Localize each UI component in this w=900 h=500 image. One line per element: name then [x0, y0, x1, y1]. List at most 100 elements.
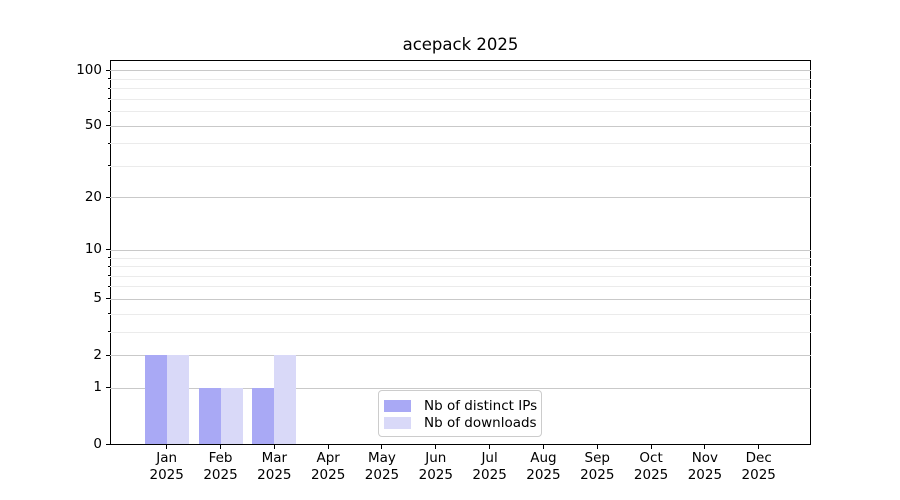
x-tick-label: Apr 2025 [298, 450, 358, 484]
gridline-minor [110, 313, 811, 315]
gridline-major [110, 387, 811, 389]
y-axis-minor-tick [107, 257, 110, 258]
x-tick-label-month: Aug [530, 450, 557, 466]
y-axis-minor-tick [107, 87, 110, 89]
x-tick-label: Jul 2025 [460, 450, 520, 484]
y-axis-tick [106, 196, 110, 198]
gridline-minor [110, 143, 811, 145]
y-axis-minor-tick [107, 285, 110, 287]
gridline-minor [110, 88, 811, 90]
x-tick-label: Sep 2025 [567, 450, 627, 484]
x-tick-label-month: May [368, 450, 396, 466]
y-axis-minor-tick [107, 78, 110, 80]
legend: Nb of distinct IPs Nb of downloads [378, 390, 542, 437]
y-axis-tick [106, 249, 110, 251]
x-tick-label-month: Feb [208, 450, 233, 466]
x-tick-label: Feb 2025 [191, 450, 251, 484]
y-axis-tick [106, 354, 110, 356]
bar-downloads [220, 387, 243, 444]
y-axis-tick [106, 298, 110, 300]
plot-area [110, 59, 811, 445]
gridline-major [110, 125, 811, 127]
x-tick-label-month: Dec [745, 450, 772, 466]
x-axis-tick [758, 444, 760, 449]
legend-label: Nb of downloads [424, 414, 537, 431]
y-axis-tick [106, 69, 110, 71]
x-tick-label: May 2025 [352, 450, 412, 484]
x-tick-label-month: Nov [691, 450, 719, 466]
x-axis-tick [435, 444, 437, 449]
y-axis-minor-tick [107, 313, 110, 315]
bar-downloads [166, 355, 189, 444]
legend-entry: Nb of downloads [384, 414, 537, 431]
x-tick-label-year: 2025 [633, 467, 669, 483]
y-tick-label: 0 [93, 435, 102, 452]
gridline-minor [110, 257, 811, 259]
x-tick-label-month: Sep [584, 450, 610, 466]
x-tick-label: Jan 2025 [137, 450, 197, 484]
legend-swatch [384, 399, 411, 412]
x-axis-tick [596, 444, 598, 449]
y-axis-minor-tick [107, 110, 110, 112]
x-axis-tick [542, 444, 544, 449]
bar-downloads [274, 355, 297, 444]
y-axis-tick [106, 387, 110, 389]
y-axis-tick [106, 125, 110, 127]
x-tick-label-year: 2025 [526, 467, 561, 483]
gridline-major [110, 355, 811, 357]
y-tick-label: 20 [84, 188, 102, 205]
gridline-minor [110, 165, 811, 167]
bar-distinct-ips [198, 387, 221, 444]
x-tick-label-year: 2025 [364, 467, 400, 483]
x-tick-label-year: 2025 [418, 467, 453, 483]
chart-title: acepack 2025 [402, 35, 519, 54]
x-tick-label-year: 2025 [580, 467, 615, 483]
gridline-minor [110, 78, 811, 80]
y-tick-label: 50 [84, 117, 102, 134]
y-axis-minor-tick [107, 265, 110, 267]
y-axis-minor-tick [107, 275, 110, 277]
axes-spines [110, 59, 811, 445]
y-axis-minor-tick [107, 98, 110, 100]
x-tick-label-year: 2025 [310, 467, 346, 483]
x-tick-label-year: 2025 [149, 467, 184, 483]
gridline-minor [110, 266, 811, 268]
legend-swatch [384, 416, 411, 429]
x-tick-label-month: Apr [316, 450, 340, 466]
x-tick-label-year: 2025 [257, 467, 292, 483]
x-tick-label-month: Jul [481, 450, 498, 466]
x-tick-label: Nov 2025 [675, 450, 735, 484]
y-axis-minor-tick [107, 331, 110, 333]
x-axis-tick [166, 444, 168, 449]
y-tick-label: 5 [93, 290, 102, 307]
legend-entry: Nb of distinct IPs [384, 397, 537, 414]
gridline-minor [110, 275, 811, 277]
y-axis-minor-tick [107, 165, 110, 167]
gridline-major [110, 197, 811, 199]
x-tick-label-year: 2025 [687, 467, 723, 483]
y-tick-label: 100 [76, 61, 102, 78]
gridline-minor [110, 286, 811, 288]
y-axis-tick [106, 443, 110, 445]
gridline-minor [110, 331, 811, 333]
x-axis-tick [650, 444, 652, 449]
x-tick-label: Aug 2025 [513, 450, 573, 484]
bar-distinct-ips [144, 355, 167, 444]
x-axis-tick [489, 444, 491, 449]
gridline-minor [110, 98, 811, 100]
x-axis-tick [273, 444, 275, 449]
x-tick-label: Mar 2025 [244, 450, 304, 484]
x-tick-label-month: Oct [639, 450, 663, 466]
x-tick-label: Jun 2025 [406, 450, 466, 484]
x-tick-label-year: 2025 [203, 467, 238, 483]
x-axis-tick [327, 444, 329, 449]
x-tick-label-month: Mar [261, 450, 288, 466]
x-tick-label: Oct 2025 [621, 450, 681, 484]
y-tick-label: 10 [84, 241, 102, 258]
gridline-major [110, 70, 811, 72]
x-axis-tick [220, 444, 222, 449]
y-tick-label: 2 [93, 346, 102, 363]
legend-label: Nb of distinct IPs [424, 397, 538, 414]
x-tick-label-year: 2025 [472, 467, 507, 483]
